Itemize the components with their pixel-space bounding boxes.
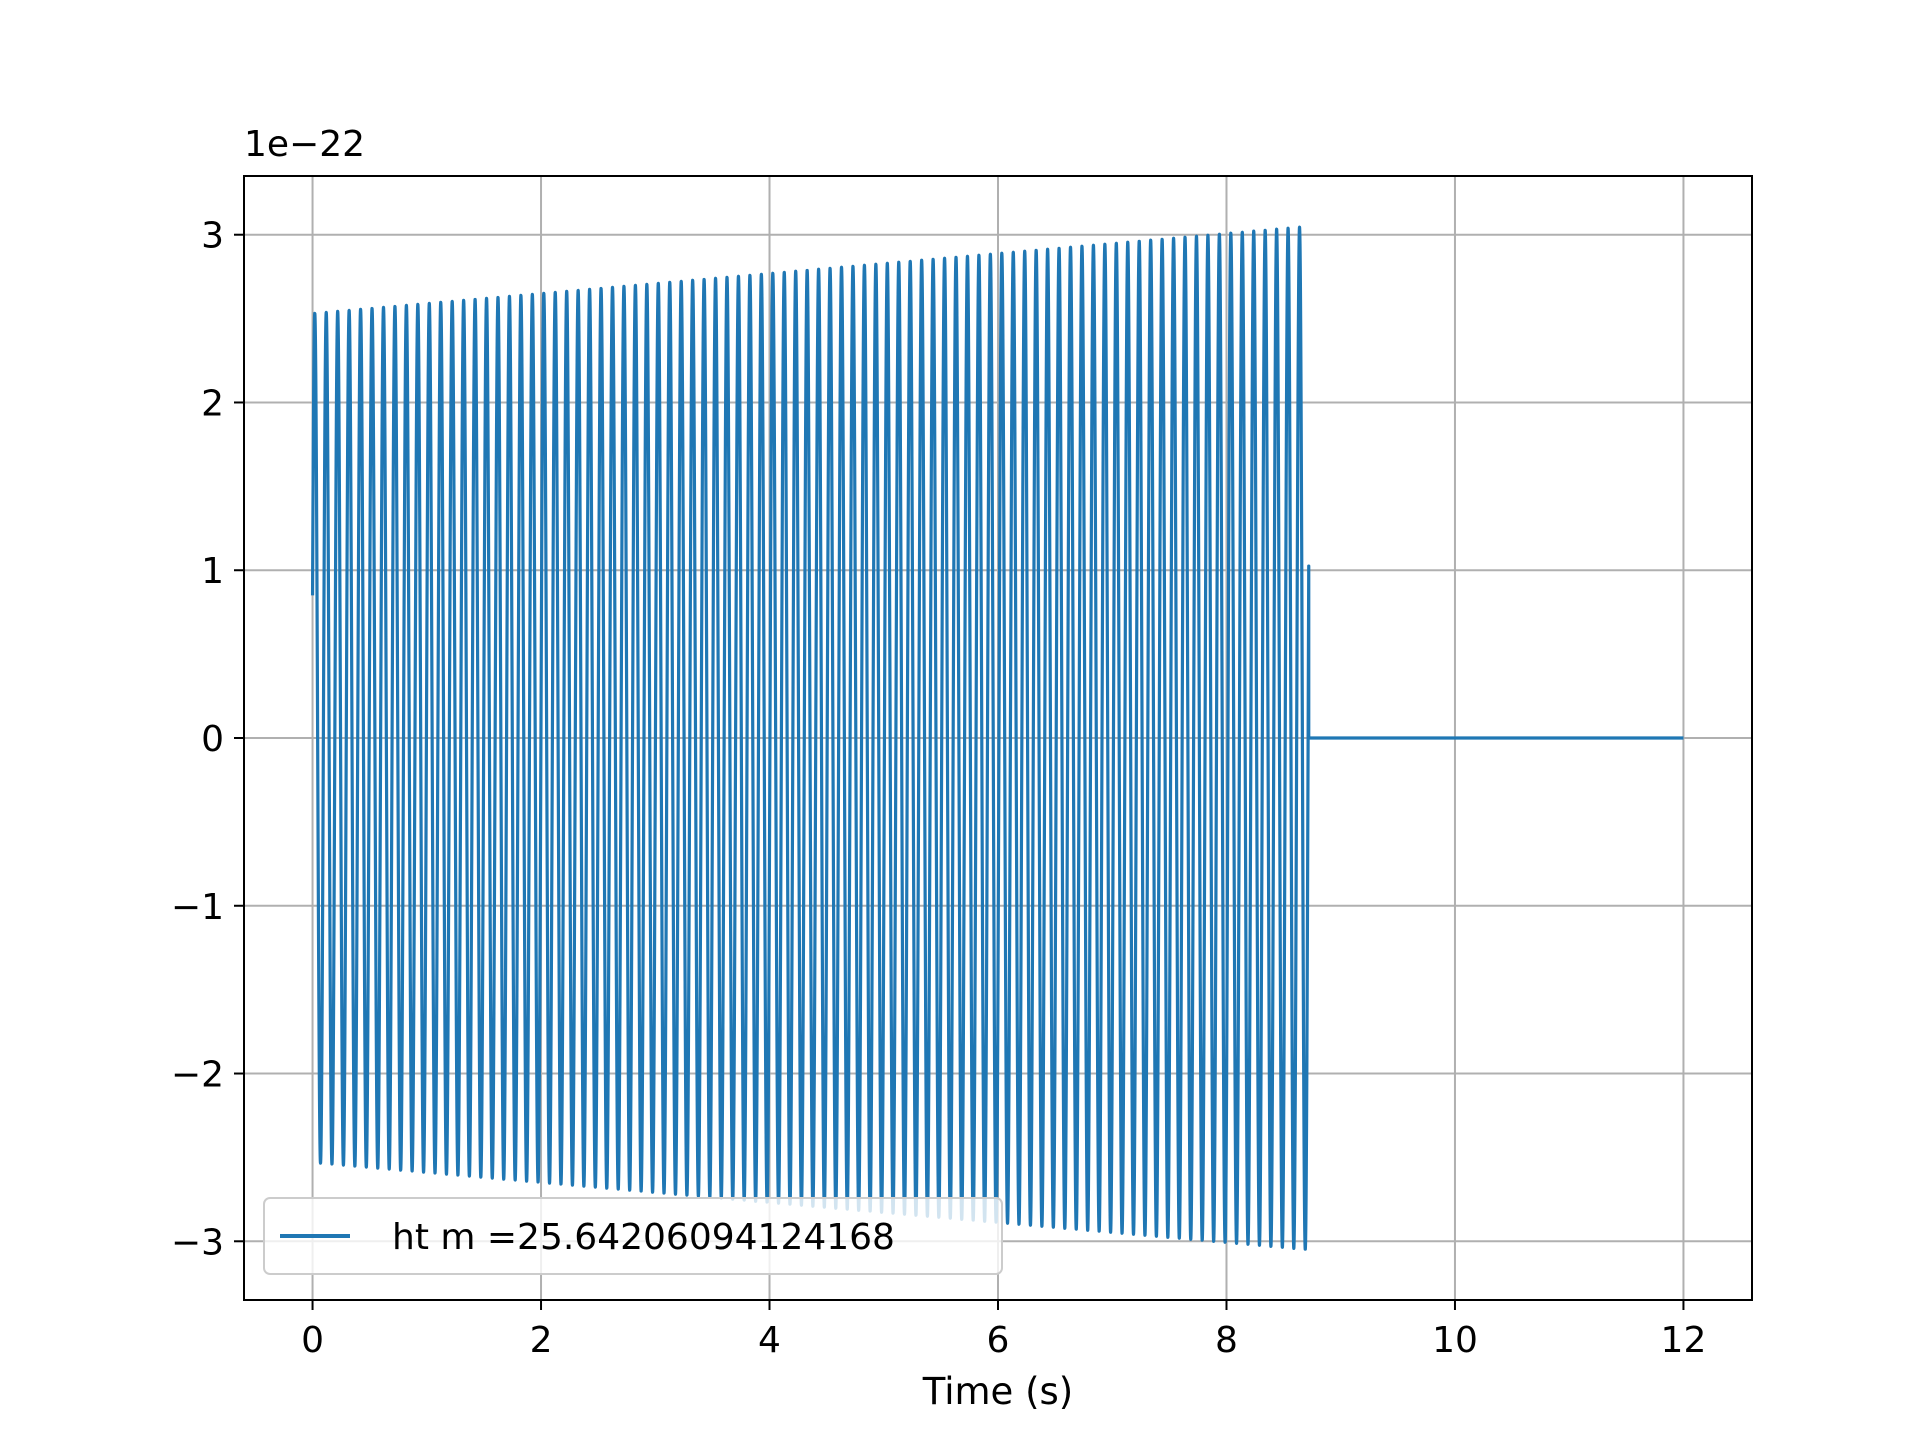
series-line-ht [310,225,1684,1251]
x-tick-label: 12 [1661,1320,1707,1361]
x-tick-label: 8 [1215,1320,1238,1361]
x-tick-label: 2 [530,1320,553,1361]
legend-box [263,1197,1003,1275]
x-tick-label: 0 [301,1320,324,1361]
series-layer [310,225,1684,1251]
y-offset-text: 1e−22 [244,124,365,165]
y-tick-label: 1 [201,551,224,592]
x-tick-label: 6 [987,1320,1010,1361]
y-tick-label: −2 [171,1055,224,1096]
y-tick-label: −1 [171,887,224,928]
y-tick-label: 3 [201,216,224,257]
x-axis-label: Time (s) [922,1370,1073,1413]
legend-entry-label: ht m =25.64206094124168 [392,1217,895,1258]
x-tick-label: 4 [758,1320,781,1361]
y-tick-label: 0 [201,719,224,760]
x-tick-label: 10 [1432,1320,1478,1361]
y-tick-label: −3 [171,1222,224,1263]
y-tick-label: 2 [201,383,224,424]
legend: ht m =25.64206094124168 [263,1197,1003,1275]
